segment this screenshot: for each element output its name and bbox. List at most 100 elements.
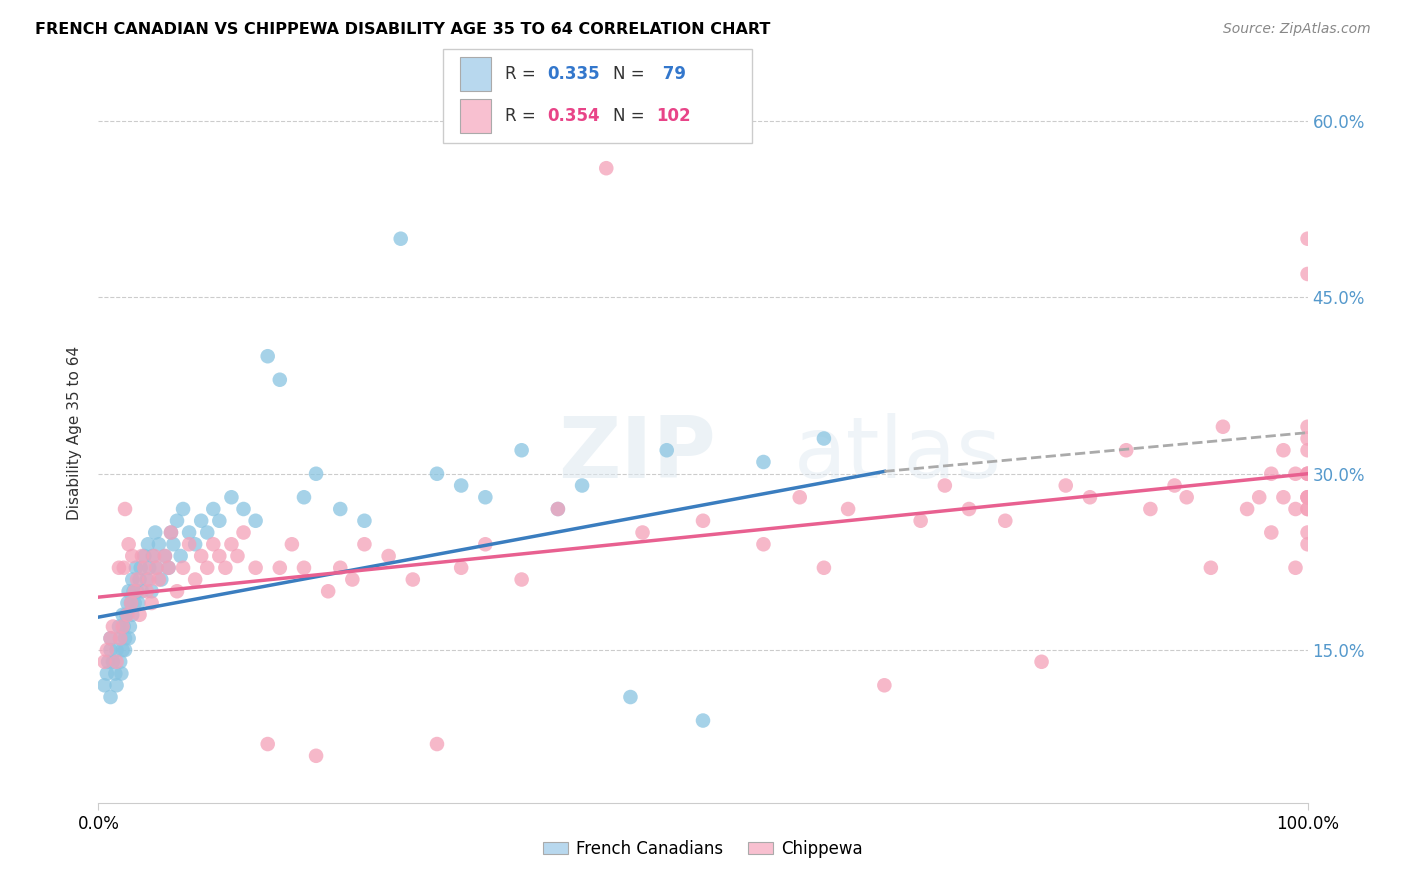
Text: N =: N = [613,107,650,125]
Point [135,584,157,599]
Point [571,478,593,492]
Point [118,584,141,599]
Text: R =: R = [505,107,541,125]
Point [1236,502,1258,516]
Text: atlas: atlas [793,413,1001,496]
Point [135,573,157,587]
Point [157,561,180,575]
Point [1249,490,1271,504]
Point [134,561,156,575]
Point [619,690,641,704]
Point [1175,490,1198,504]
Point [100,632,122,646]
Point [111,619,134,633]
Point [118,632,141,646]
Point [162,537,184,551]
Point [1296,467,1319,481]
Point [190,514,212,528]
Point [221,490,243,504]
Point [1296,537,1319,551]
Point [97,655,120,669]
Point [93,678,115,692]
Point [214,561,236,575]
Point [1296,467,1319,481]
Point [121,549,143,563]
Point [117,607,139,622]
Point [510,573,533,587]
Point [172,561,194,575]
Point [342,573,364,587]
Point [957,502,980,516]
Point [256,349,278,363]
Point [1296,432,1319,446]
Point [122,584,145,599]
Point [631,525,654,540]
Point [105,643,128,657]
Point [179,537,201,551]
Point [292,490,315,504]
Point [329,502,352,516]
Point [184,537,207,551]
Point [789,490,811,504]
Point [1260,525,1282,540]
Point [179,525,201,540]
Point [143,525,166,540]
Point [112,619,135,633]
Point [232,502,254,516]
Point [142,549,165,563]
Point [127,573,149,587]
Point [221,537,243,551]
Point [121,607,143,622]
Text: 79: 79 [657,65,686,83]
Point [389,232,412,246]
Point [1260,467,1282,481]
Point [128,607,150,622]
Point [1212,419,1234,434]
Point [93,655,115,669]
Text: R =: R = [505,65,541,83]
Point [145,561,167,575]
Point [813,561,835,575]
Point [692,514,714,528]
Point [101,619,124,633]
Point [145,561,167,575]
Point [655,443,678,458]
Point [547,502,569,516]
Point [100,643,122,657]
Point [1199,561,1222,575]
Point [101,655,124,669]
Text: FRENCH CANADIAN VS CHIPPEWA DISABILITY AGE 35 TO 64 CORRELATION CHART: FRENCH CANADIAN VS CHIPPEWA DISABILITY A… [35,22,770,37]
Point [1272,443,1295,458]
Point [136,537,159,551]
Point [202,537,225,551]
Point [166,514,188,528]
Point [1296,490,1319,504]
Point [1296,419,1319,434]
Point [110,666,132,681]
Point [160,525,183,540]
Point [118,537,141,551]
Point [208,514,231,528]
Point [195,525,218,540]
Point [934,478,956,492]
Point [124,596,146,610]
Point [474,537,496,551]
Point [1296,502,1319,516]
Point [269,373,291,387]
Point [150,573,173,587]
Point [232,525,254,540]
Point [100,632,122,646]
Point [1296,502,1319,516]
Point [510,443,533,458]
Point [160,525,183,540]
Point [100,690,122,704]
Point [1284,561,1306,575]
Point [114,502,136,516]
Text: 102: 102 [657,107,692,125]
Point [1163,478,1185,492]
Point [377,549,399,563]
Point [127,596,149,610]
Point [305,467,328,481]
Text: Source: ZipAtlas.com: Source: ZipAtlas.com [1223,22,1371,37]
Text: 0.335: 0.335 [547,65,599,83]
